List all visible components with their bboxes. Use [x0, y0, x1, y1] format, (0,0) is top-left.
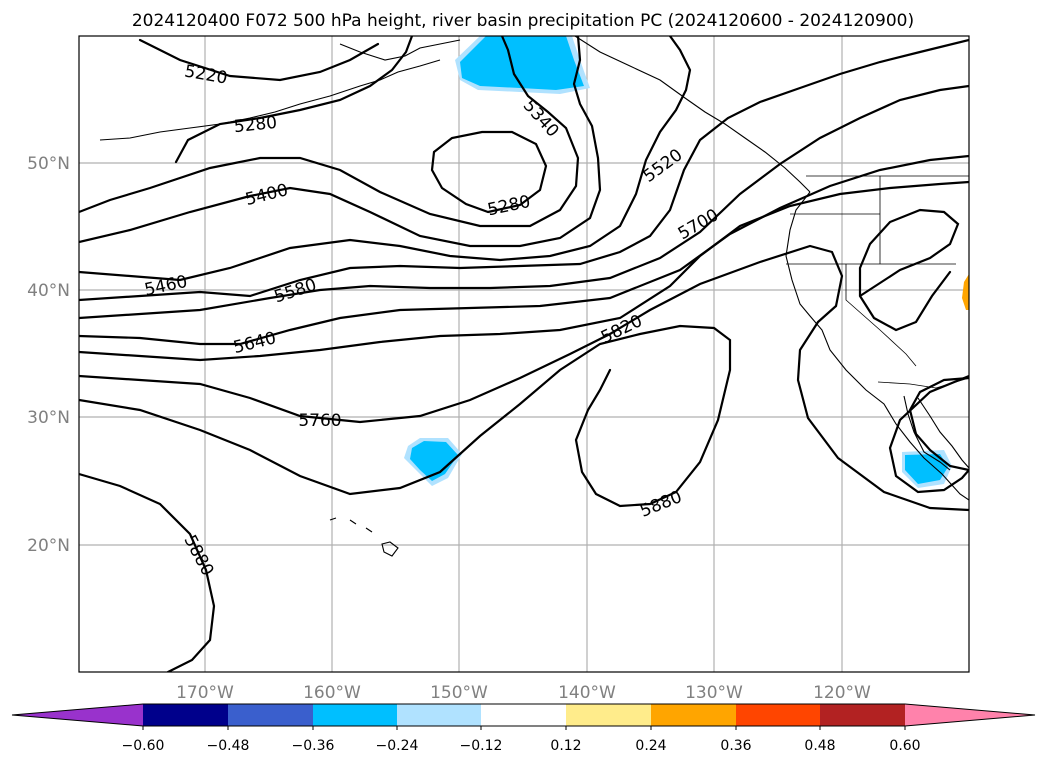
colorbar-segment	[820, 704, 905, 726]
contour-label: 5880	[637, 487, 685, 522]
contour-label: 5880	[179, 532, 217, 580]
contour-label: 5760	[298, 411, 341, 431]
coastlines	[99, 36, 969, 557]
latitude-labels: 50°N 40°N 30°N 20°N	[27, 154, 70, 556]
colorbar-segment	[566, 704, 651, 726]
contour-label: 5280	[233, 113, 278, 137]
colorbar-segment	[313, 704, 397, 726]
colorbar-segment	[143, 704, 228, 726]
contour-label: 5220	[183, 61, 229, 88]
coastline-baja-california	[903, 395, 951, 471]
map-frame	[78, 35, 970, 673]
contour-label: 5580	[272, 275, 319, 307]
precip-area-subtropical-core	[410, 441, 458, 481]
height-contours	[79, 36, 969, 672]
lat-label: 40°N	[27, 281, 70, 301]
contour-5700	[79, 180, 969, 362]
contour-5400	[79, 36, 602, 248]
colorbar-tick-label: 0.24	[635, 738, 666, 754]
contour-5640	[79, 154, 969, 346]
lon-label: 130°W	[685, 683, 743, 703]
coastline-north-america-west	[785, 191, 969, 501]
colorbar-tick-label: −0.24	[376, 738, 419, 754]
colorbar-tick-label: 0.48	[804, 738, 835, 754]
colorbar-segment	[736, 704, 820, 726]
lon-label: 150°W	[430, 683, 488, 703]
coastline-alaska-panhandle	[574, 36, 811, 193]
colorbar: −0.60 −0.48 −0.36 −0.24 −0.12 0.12 0.24 0.36 0.4…	[11, 703, 1036, 754]
colorbar-segment	[481, 704, 566, 726]
lat-label: 50°N	[27, 154, 70, 174]
contour-label: 5460	[143, 272, 189, 301]
contour-label: 5280	[486, 192, 532, 221]
precip-area-gulf-of-alaska-core	[460, 36, 584, 90]
colorbar-segment	[397, 704, 481, 726]
precip-area-baja-core	[905, 454, 948, 484]
colorbar-tick-label: −0.48	[207, 738, 250, 754]
lat-label: 20°N	[27, 536, 70, 556]
contour-label: 5700	[675, 205, 722, 244]
colorbar-segment	[651, 704, 736, 726]
contour-5580	[79, 84, 969, 320]
political-borders	[786, 175, 969, 389]
contour-5880-southwest	[79, 472, 216, 672]
colorbar-tick-label: −0.12	[460, 738, 503, 754]
lon-label: 170°W	[176, 683, 234, 703]
coastline-aleutians	[99, 59, 441, 141]
border-ca-nv	[845, 264, 917, 367]
lon-label: 140°W	[558, 683, 616, 703]
colorbar-tick-label: 0.60	[889, 738, 920, 754]
contour-label: 5640	[231, 328, 278, 358]
lon-label: 160°W	[303, 683, 361, 703]
contour-5820	[79, 324, 732, 508]
map-area: 5220 5280 5340 5400 5280 5520 5700 5460 …	[79, 36, 969, 672]
contour-5340	[79, 36, 580, 228]
map-title: 2024120400 F072 500 hPa height, river ba…	[132, 11, 914, 31]
coastline-alaska	[339, 39, 461, 61]
contour-5760	[79, 244, 969, 512]
coastline-gulf-of-california	[917, 397, 969, 469]
lat-label: 30°N	[27, 408, 70, 428]
colorbar-tick-label: −0.60	[122, 738, 165, 754]
contour-5460	[79, 36, 692, 282]
coastline-hawaii	[329, 517, 399, 557]
colorbar-extend-high	[905, 704, 1035, 726]
contour-5280-closed	[430, 130, 548, 214]
contour-5820-east	[908, 376, 969, 472]
colorbar-segment	[228, 704, 313, 726]
graticule	[79, 36, 969, 672]
contour-5280-north	[174, 36, 414, 164]
contour-5220	[138, 38, 380, 82]
contour-us-trough	[858, 208, 960, 332]
lon-label: 120°W	[813, 683, 871, 703]
precip-area-southwest-us	[962, 274, 969, 310]
colorbar-extend-low	[12, 704, 143, 726]
colorbar-tick-label: 0.12	[550, 738, 581, 754]
contour-5520	[79, 38, 969, 302]
colorbar-tick-label: 0.36	[720, 738, 751, 754]
longitude-labels: 170°W 160°W 150°W 140°W 130°W 120°W	[176, 683, 871, 703]
contour-labels: 5220 5280 5340 5400 5280 5520 5700 5460 …	[143, 61, 723, 579]
precip-shading	[404, 36, 969, 488]
colorbar-tick-label: −0.36	[292, 738, 335, 754]
contour-label: 5400	[243, 180, 290, 210]
contour-5880-east	[888, 374, 969, 494]
